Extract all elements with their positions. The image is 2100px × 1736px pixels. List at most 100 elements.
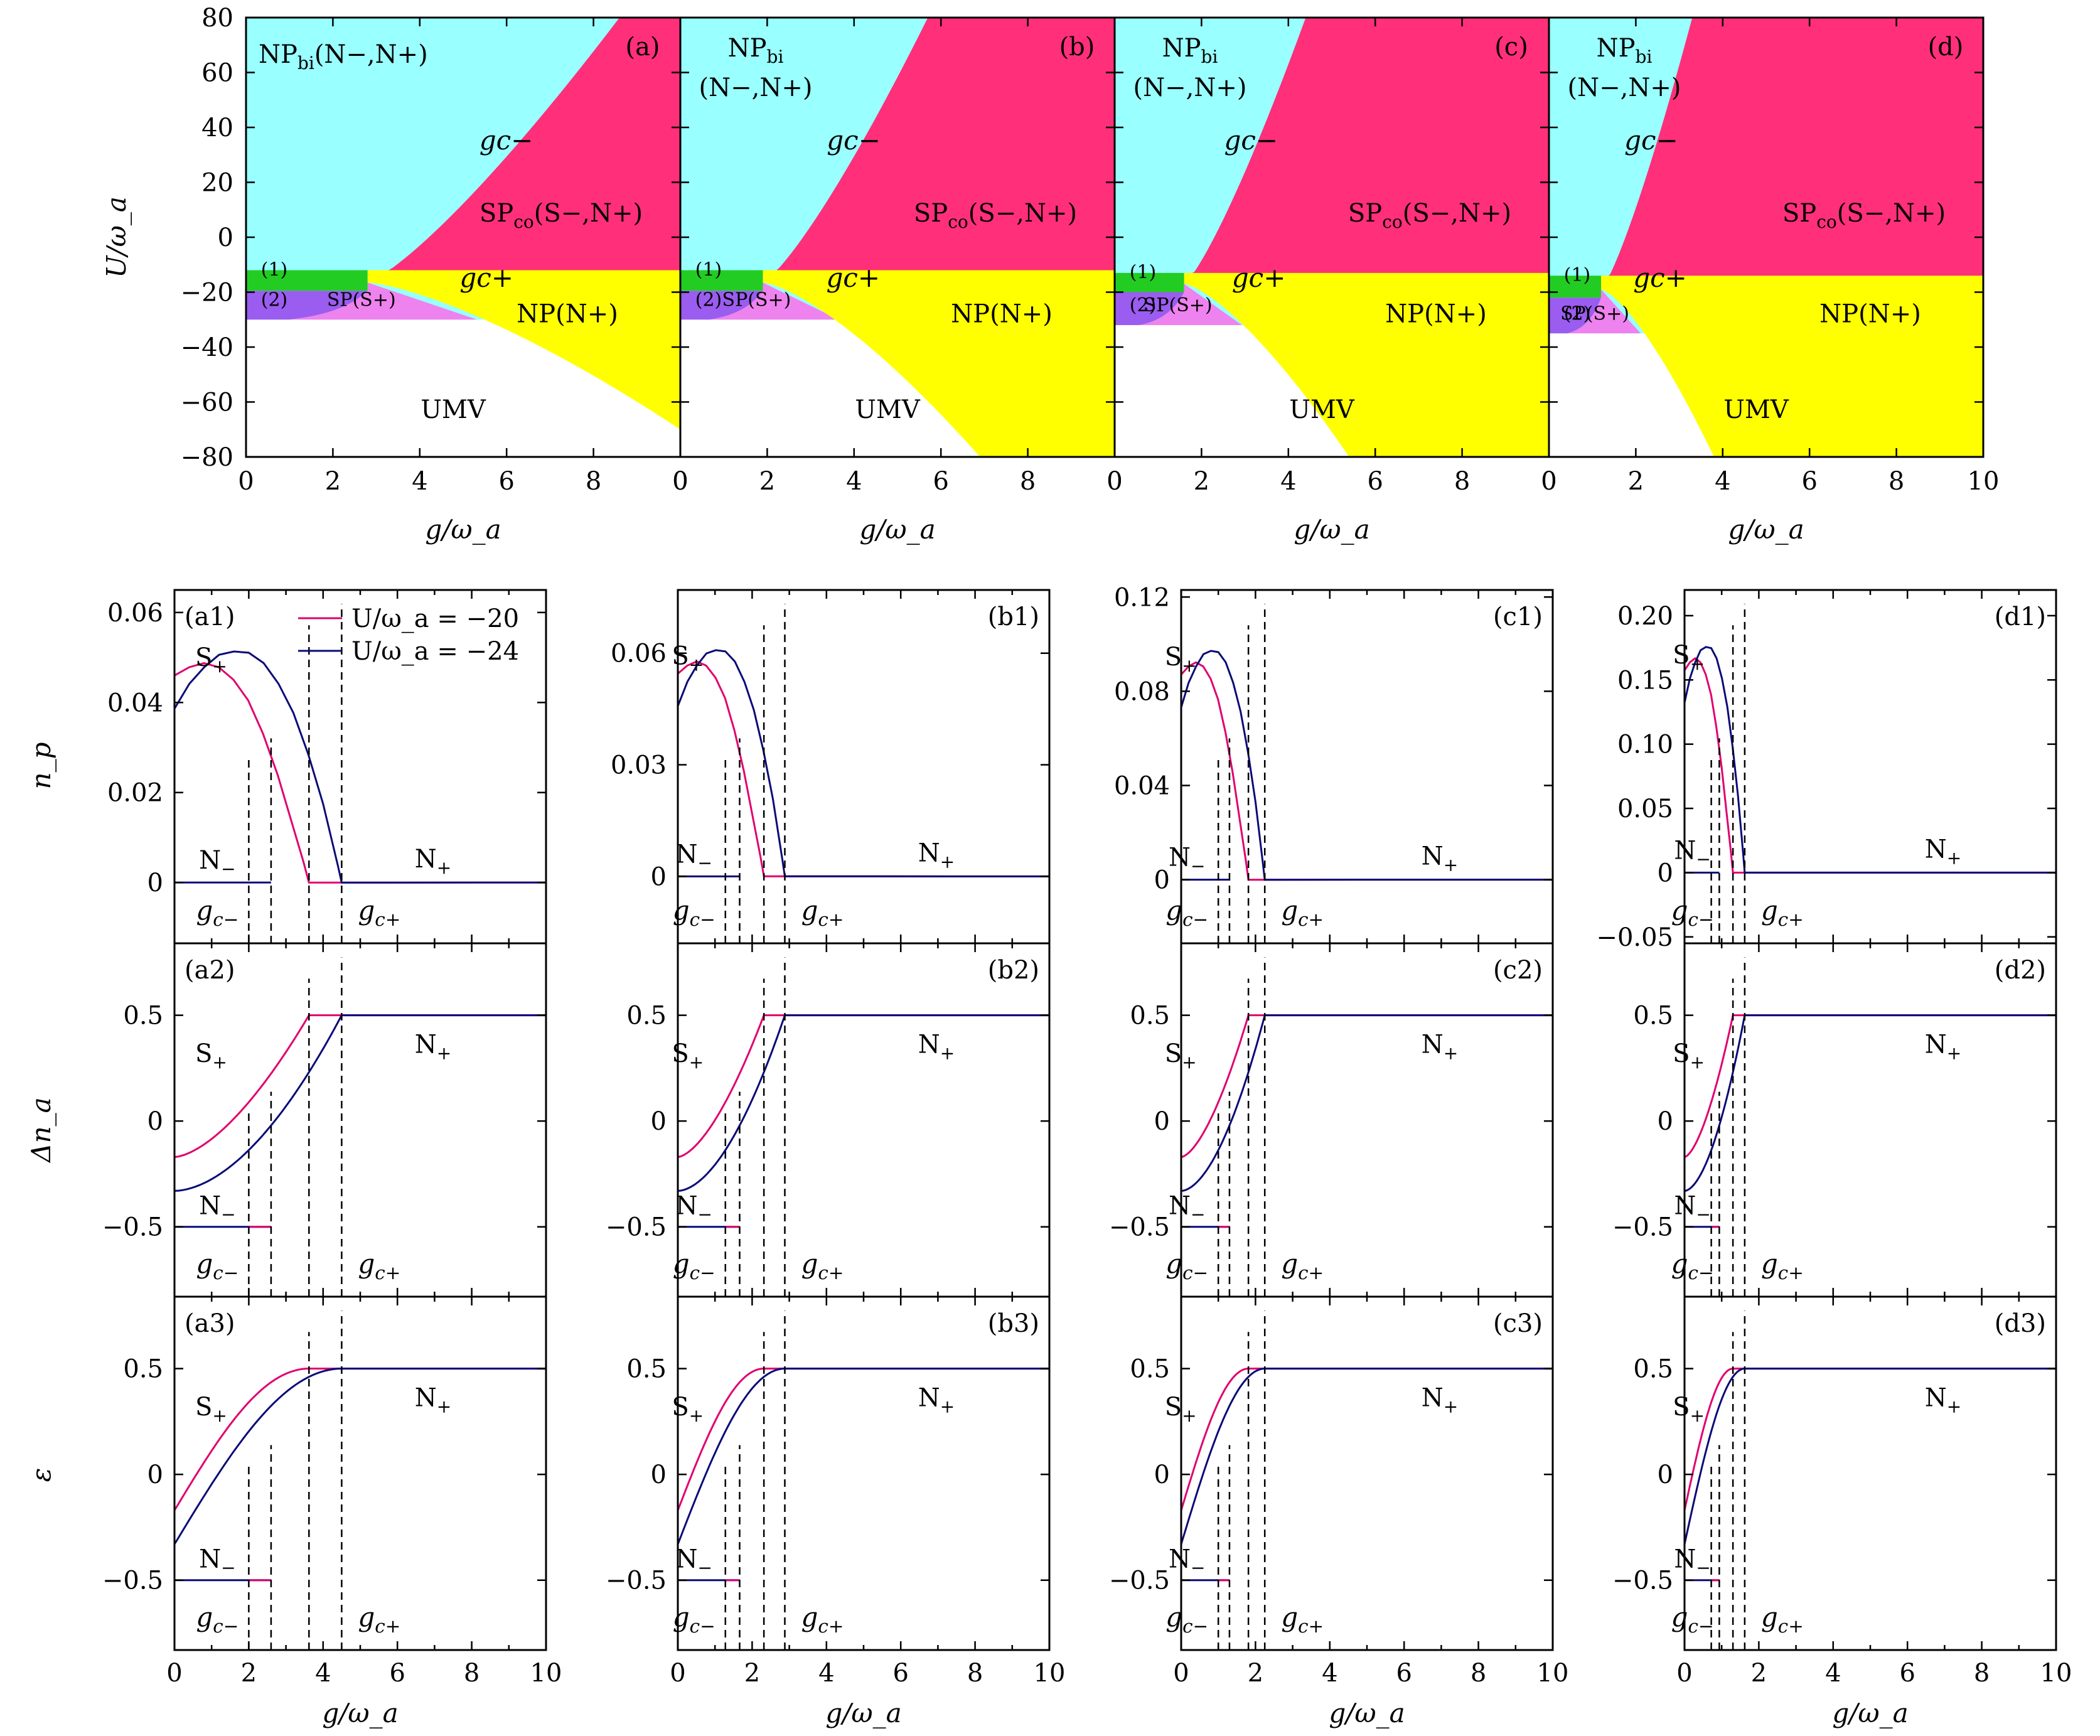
gc-minus-label: gc− <box>196 1602 238 1637</box>
panel-frame <box>677 942 1051 1298</box>
gc-minus-label: gc− <box>479 125 533 156</box>
np-bi-states: (N−,N+) <box>699 73 813 102</box>
gc-minus-label: gc− <box>196 1248 238 1283</box>
gc-minus-label: gc− <box>673 1248 715 1283</box>
x-tick-label: 0 <box>238 467 254 496</box>
y-tick-label: 0 <box>218 223 233 252</box>
y-tick-label: 20 <box>201 169 233 198</box>
sp-label: SP(S+) <box>722 289 791 311</box>
x-tick-label: 2 <box>744 1659 760 1688</box>
panel-label: (c2) <box>1493 956 1543 985</box>
n-minus-label: N− <box>1674 1545 1710 1578</box>
np-bi-label: NPbi <box>1597 34 1653 67</box>
np-bi-states: (N−,N+) <box>1133 73 1247 102</box>
y-tick-label: 0.5 <box>626 1002 667 1031</box>
y-tick-label: 0.06 <box>611 640 667 668</box>
series-line-m24 <box>677 1368 1050 1545</box>
y-tick-label: 0.5 <box>626 1355 667 1384</box>
x-tick-label: 2 <box>1194 467 1209 496</box>
gc-plus-label: gc+ <box>1281 1602 1324 1637</box>
x-tick-label: 6 <box>1396 1659 1412 1688</box>
panel-label: (a2) <box>185 956 235 985</box>
umv-label: UMV <box>421 395 486 424</box>
panel-label: (b2) <box>988 956 1039 985</box>
y-tick-label: −20 <box>181 279 233 308</box>
n-plus-label: N+ <box>1422 1384 1458 1417</box>
phase-panel-2: 0 2 4 6 8 0 (c) NPbi (N−,N+) SPco(S−,N+) gc− gc+ NP(… <box>1106 16 1557 545</box>
x-tick-label: 6 <box>1801 467 1817 496</box>
gc-minus-label: gc− <box>1671 1248 1714 1283</box>
y-tick-label: 0.10 <box>1617 731 1673 759</box>
y-tick-label: −0.5 <box>1109 1213 1170 1242</box>
y-tick-label: 0 <box>147 869 163 897</box>
np-bi-label: NPbi <box>728 34 784 67</box>
gc-plus-label: gc+ <box>358 895 400 930</box>
panel-label: (d1) <box>1995 603 2046 631</box>
series-line-m24 <box>677 1014 1050 1192</box>
np-region <box>367 270 680 457</box>
sp-co-region <box>1601 18 1983 276</box>
np-bi-states: (N−,N+) <box>1568 73 1681 102</box>
sp-co-label: SPco(S−,N+) <box>914 199 1077 232</box>
n-minus-label: N− <box>199 846 235 879</box>
series-line-m24 <box>1683 646 2056 874</box>
x-tick-label: 6 <box>933 467 948 496</box>
gc-minus-label: gc− <box>1224 125 1278 156</box>
n-plus-label: N+ <box>918 839 955 872</box>
n-minus-label: N− <box>1674 1192 1710 1225</box>
x-tick-label: 8 <box>464 1659 479 1688</box>
x-tick-label: 0 <box>166 1659 182 1688</box>
x-tick-label: 4 <box>1825 1659 1841 1688</box>
x-tick-label: 6 <box>1367 467 1383 496</box>
np-label: NP(N+) <box>1385 300 1487 329</box>
y-tick-label: 0 <box>1658 859 1673 887</box>
y-tick-label: −0.5 <box>1612 1213 1673 1242</box>
gc-minus-label: gc− <box>673 895 715 930</box>
panel-frame <box>173 1295 547 1651</box>
s-plus-label: S+ <box>672 1039 704 1073</box>
x-tick-label: 2 <box>759 467 775 496</box>
umv-label: UMV <box>855 395 921 424</box>
gc-plus-label: gc+ <box>459 262 513 293</box>
s-plus-label: S+ <box>195 1039 227 1073</box>
x-tick-label: 0 <box>1676 1659 1692 1688</box>
y-tick-label: −0.5 <box>1612 1567 1673 1595</box>
series-line-m20 <box>677 1014 1050 1158</box>
x-tick-label: 8 <box>1454 467 1470 496</box>
x-tick-label: 10 <box>1968 467 2000 496</box>
series-line-m20 <box>1683 657 2056 874</box>
series-line-m24 <box>1180 1368 1553 1545</box>
n-minus-label: N− <box>1169 1192 1205 1225</box>
y-tick-label: 0.02 <box>107 779 163 808</box>
region-2-label: (2) <box>261 289 288 311</box>
legend-label-m20: U/ω_a = −20 <box>351 604 519 633</box>
series-line-m24 <box>1683 1368 2057 1545</box>
s-plus-label: S+ <box>1165 643 1197 676</box>
y-tick-label: −0.5 <box>606 1213 667 1242</box>
n-plus-label: N+ <box>1422 1031 1458 1064</box>
x-tick-label: 8 <box>1471 1659 1486 1688</box>
np-region <box>1601 276 1983 457</box>
y-axis-label: ε <box>26 1468 56 1482</box>
series-line-m20 <box>174 662 547 884</box>
y-tick-label: 0.04 <box>107 689 163 717</box>
x-axis-label: g/ω_a <box>1329 1698 1405 1728</box>
sp-co-label: SPco(S−,N+) <box>1348 199 1511 232</box>
y-tick-label: 0 <box>1658 1107 1673 1136</box>
x-tick-label: 6 <box>498 467 514 496</box>
y-tick-label: 0.04 <box>1114 772 1170 801</box>
gc-plus-label: gc+ <box>1232 262 1286 293</box>
s-plus-label: S+ <box>1165 1039 1197 1073</box>
x-tick-label: 0 <box>1541 467 1556 496</box>
series-line-m24 <box>1180 650 1553 881</box>
legend: U/ω_a = −20 U/ω_a = −24 <box>298 604 519 666</box>
panel-label: (b) <box>1059 33 1095 62</box>
phase-panel-1: 0 2 4 6 8 0 (b) NPbi (N−,N+) SPco(S−,N+) gc− gc+ NP(… <box>672 16 1123 545</box>
n-minus-label: N− <box>1674 836 1710 869</box>
gc-minus-label: gc− <box>1624 125 1678 156</box>
series-line-m20 <box>1683 1368 2057 1511</box>
x-tick-label: 0 <box>1106 467 1122 496</box>
umv-label: UMV <box>1289 395 1355 424</box>
x-axis-label: g/ω_a <box>322 1698 398 1728</box>
